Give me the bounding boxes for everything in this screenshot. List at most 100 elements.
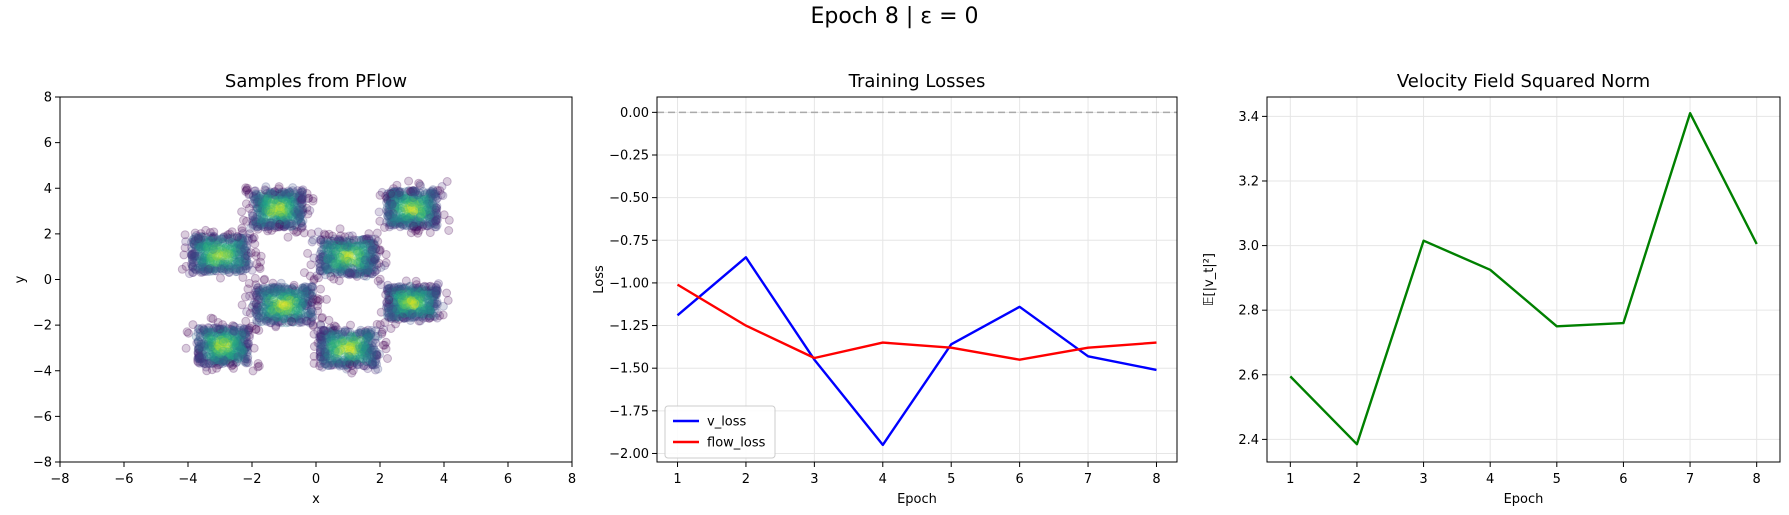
scatter-point (290, 214, 300, 224)
scatter-point (252, 222, 262, 232)
scatter-point (198, 358, 208, 368)
chart-1-xtick-label: 6 (504, 472, 512, 487)
scatter-point (252, 190, 262, 200)
scatter-point (254, 325, 264, 335)
scatter-point (408, 220, 418, 230)
scatter-point (290, 205, 300, 215)
scatter-point (403, 209, 413, 219)
scatter-point (240, 243, 250, 253)
chart-2-ytick-label: −2.00 (609, 447, 649, 462)
chart-2-xtick-label: 4 (879, 472, 887, 487)
scatter-point (431, 222, 441, 232)
scatter-point (385, 196, 395, 206)
scatter-point (250, 186, 259, 196)
scatter-point (253, 193, 263, 203)
scatter-point (395, 187, 405, 196)
scatter-point (397, 213, 407, 223)
chart-3-frame (1266, 96, 1781, 463)
scatter-point (181, 343, 191, 353)
scatter-point (294, 213, 304, 223)
scatter-point (430, 191, 440, 201)
scatter-point (260, 218, 270, 227)
scatter-point (376, 280, 386, 290)
scatter-point (245, 291, 255, 301)
scatter-point (391, 188, 401, 198)
scatter-point (401, 276, 411, 286)
scatter-point (260, 274, 270, 284)
scatter-point (394, 218, 404, 228)
scatter-point (394, 204, 404, 214)
scatter-point (263, 197, 273, 207)
scatter-point (289, 280, 299, 290)
chart-3-title: Velocity Field Squared Norm (1397, 71, 1650, 92)
scatter-point (250, 239, 260, 249)
scatter-point (277, 206, 286, 215)
scatter-point (187, 237, 196, 247)
scatter-point (308, 196, 318, 206)
scatter-point (248, 366, 258, 376)
scatter-point (387, 190, 397, 200)
scatter-point (262, 203, 272, 213)
scatter-point (276, 201, 285, 211)
scatter-point (288, 206, 298, 216)
scatter-point (297, 190, 307, 200)
chart-1-title: Samples from PFlow (225, 71, 407, 92)
scatter-point (288, 219, 298, 229)
scatter-point (298, 192, 308, 202)
scatter-point (281, 189, 291, 198)
scatter-point (257, 221, 267, 230)
scatter-point (270, 211, 280, 221)
scatter-point (280, 221, 290, 231)
scatter-point (303, 248, 313, 258)
chart-1-xtick-label: 4 (440, 472, 448, 487)
scatter-point (292, 209, 302, 218)
scatter-point (269, 206, 278, 216)
scatter-point (255, 193, 265, 203)
scatter-point (295, 193, 305, 203)
scatter-point (242, 216, 252, 226)
scatter-point (431, 216, 441, 226)
scatter-point (421, 207, 431, 217)
scatter-point (252, 212, 262, 222)
scatter-point (326, 342, 335, 351)
scatter-point (234, 353, 244, 363)
scatter-point (428, 188, 438, 198)
chart-1-xtick-label: −4 (178, 472, 197, 487)
scatter-point (210, 355, 220, 365)
scatter-point (265, 218, 275, 228)
scatter-point (273, 205, 283, 215)
scatter-point (438, 191, 448, 201)
scatter-point (279, 222, 289, 232)
scatter-point (413, 222, 422, 232)
scatter-point (413, 190, 423, 200)
chart-3-ytick-label: 3.2 (1238, 174, 1259, 189)
scatter-point (293, 205, 303, 215)
scatter-point (253, 203, 263, 213)
scatter-point (427, 187, 437, 197)
scatter-point (281, 218, 291, 228)
scatter-point (442, 288, 452, 298)
scatter-point (244, 203, 254, 213)
scatter-point (408, 186, 418, 196)
scatter-point (269, 190, 279, 200)
scatter-point (255, 208, 265, 218)
scatter-point (398, 213, 408, 223)
scatter-point (444, 226, 454, 235)
scatter-point (248, 216, 258, 226)
scatter-point (255, 210, 265, 220)
scatter-point (288, 212, 298, 222)
scatter-point (396, 194, 406, 204)
scatter-point (256, 251, 266, 261)
scatter-point (395, 188, 405, 198)
scatter-point (263, 222, 273, 232)
scatter-point (308, 194, 318, 203)
chart-1-ytick-label: −6 (33, 410, 52, 425)
scatter-point (262, 195, 272, 205)
scatter-point (444, 215, 454, 225)
scatter-point (285, 200, 295, 210)
scatter-point (384, 209, 394, 219)
scatter-point (386, 324, 396, 333)
scatter-point (177, 264, 187, 274)
scatter-point (330, 321, 339, 331)
scatter-point (273, 212, 283, 222)
